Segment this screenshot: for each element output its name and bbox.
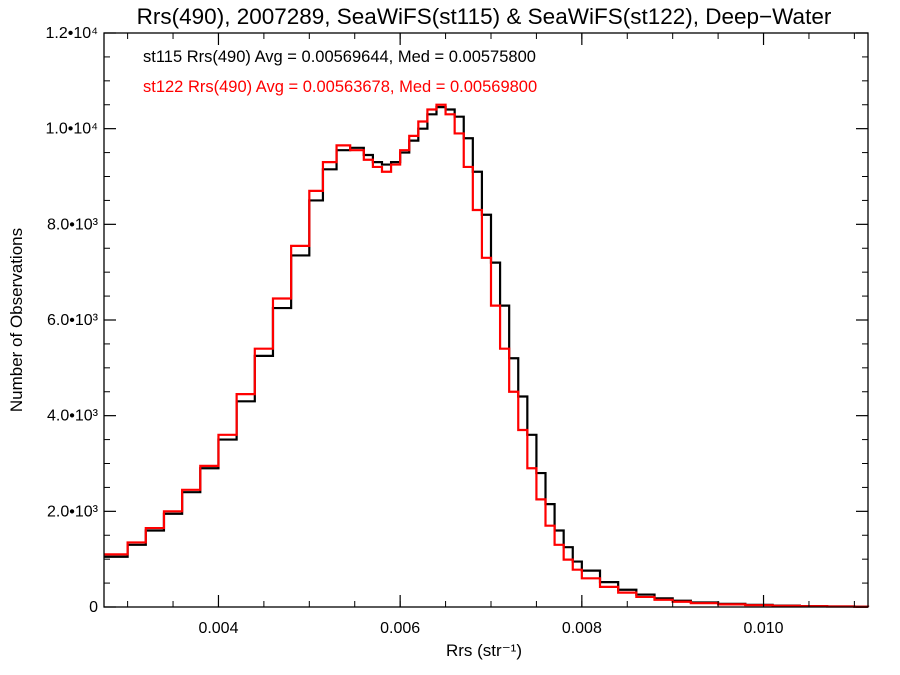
chart-title: Rrs(490), 2007289, SeaWiFS(st115) & SeaW… xyxy=(137,4,832,29)
x-axis-label: Rrs (str⁻¹) xyxy=(446,641,522,660)
x-tick-label: 0.004 xyxy=(198,620,238,637)
y-axis-ticks: 0 2.0•10³ 4.0•10³ 6.0•10³ 8.0•10³ 1.0•10⁴ 1.2•… xyxy=(45,25,868,616)
plot-frame xyxy=(103,32,869,608)
y-tick-label: 1.2•10⁴ xyxy=(45,25,98,42)
x-tick-label: 0.006 xyxy=(380,620,420,637)
y-tick-label: 0 xyxy=(89,599,98,616)
y-tick-label: 2.0•10³ xyxy=(47,503,99,520)
y-axis-label: Number of Observations xyxy=(7,228,26,412)
series-layer xyxy=(104,103,870,608)
legend-st122-stats: st122 Rrs(490) Avg = 0.00563678, Med = 0… xyxy=(143,78,537,96)
series-line-1 xyxy=(104,103,870,608)
y-tick-label: 4.0•10³ xyxy=(47,408,99,425)
x-tick-label: 0.008 xyxy=(562,620,602,637)
y-tick-label: 8.0•10³ xyxy=(47,216,99,233)
y-tick-label: 1.0•10⁴ xyxy=(45,121,98,138)
x-axis-ticks: 0.004 0.006 0.008 0.010 xyxy=(127,33,855,637)
legend-st115-stats: st115 Rrs(490) Avg = 0.00569644, Med = 0… xyxy=(143,48,536,66)
y-tick-label: 6.0•10³ xyxy=(47,312,99,329)
x-tick-label: 0.010 xyxy=(744,620,784,637)
